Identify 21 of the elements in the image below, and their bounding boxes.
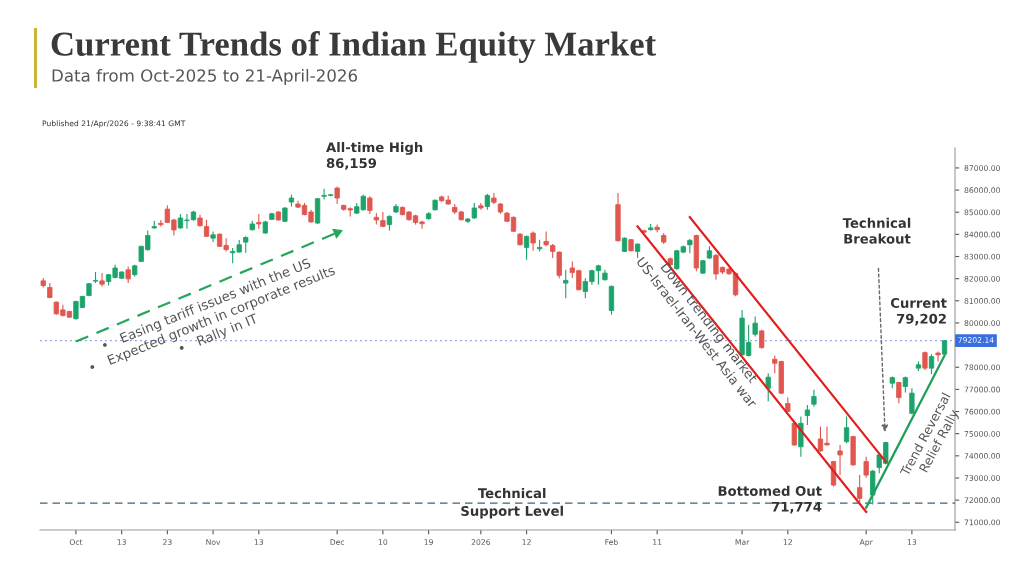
candlestick [909, 387, 915, 415]
annotation: Current 79,202 [890, 297, 947, 326]
candlestick [99, 272, 105, 287]
annotation: All-time High 86,159 [326, 142, 423, 170]
candlestick [530, 230, 536, 252]
ref-line-label: Technical Support Level [461, 487, 563, 519]
annotation: Bottomed Out 71,774 [718, 485, 822, 514]
chart-subtitle: Data from Oct-2025 to 21-April-2026 [52, 68, 358, 86]
candlestick [752, 315, 758, 338]
candlestick [210, 230, 216, 243]
candlestick [928, 353, 935, 375]
candlestick [804, 404, 811, 426]
candlestick [765, 372, 771, 403]
candlestick [563, 269, 569, 299]
candlestick [837, 444, 843, 476]
candlestick [523, 234, 530, 261]
candlestick [863, 456, 869, 479]
candlestick [935, 350, 941, 363]
annotation: Technical Breakout [842, 217, 911, 244]
chart-title: Current Trends of Indian Equity Market [51, 31, 657, 63]
candlestick [843, 416, 850, 444]
